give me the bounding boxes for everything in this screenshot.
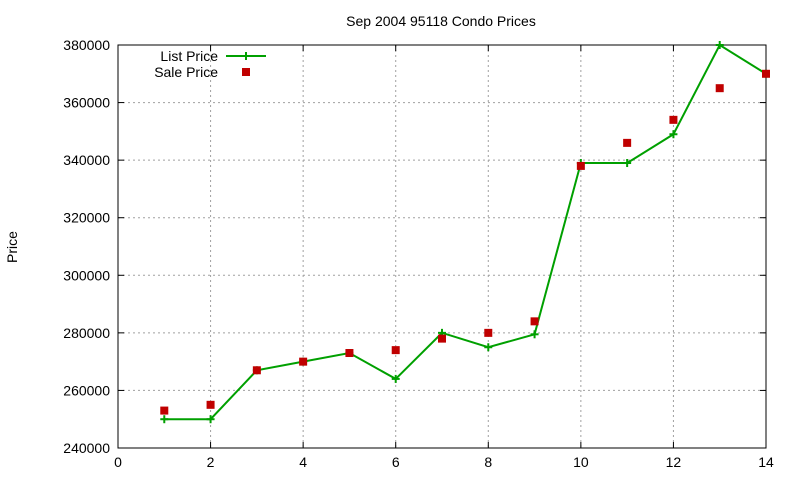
data-point-square xyxy=(252,366,261,375)
data-point-square xyxy=(623,138,632,147)
y-tick-label: 240000 xyxy=(63,440,110,456)
x-tick-label: 12 xyxy=(666,454,682,470)
data-point-plus xyxy=(715,41,724,49)
series-sale-price xyxy=(160,69,770,415)
data-point-plus xyxy=(530,330,539,339)
x-tick-label: 8 xyxy=(484,454,492,470)
data-point-plus xyxy=(206,415,215,424)
data-point-square xyxy=(484,328,493,337)
legend-marker-square xyxy=(242,68,250,76)
data-point-plus xyxy=(623,159,632,168)
data-point-square xyxy=(669,115,678,124)
x-tick-label: 4 xyxy=(299,454,307,470)
data-point-square xyxy=(206,400,215,409)
chart-title: Sep 2004 95118 Condo Prices xyxy=(346,13,536,29)
y-tick-label: 380000 xyxy=(63,37,110,53)
series-layer xyxy=(160,41,770,424)
data-point-square xyxy=(438,334,446,343)
y-tick-label: 320000 xyxy=(63,210,110,226)
plot-border xyxy=(117,44,767,449)
data-point-square xyxy=(715,84,724,93)
data-point-square xyxy=(299,357,308,366)
y-axis-label: Price xyxy=(4,231,20,263)
data-point-plus xyxy=(484,343,493,352)
legend-entry: List Price xyxy=(160,48,266,64)
data-point-plus xyxy=(391,374,400,383)
data-point-square xyxy=(576,161,585,170)
data-point-plus xyxy=(160,415,169,424)
data-point-square xyxy=(160,406,169,415)
y-tick-label: 260000 xyxy=(63,382,110,398)
data-point-square xyxy=(762,69,770,78)
x-tick-label: 6 xyxy=(392,454,400,470)
data-point-plus xyxy=(669,130,678,139)
x-tick-label: 10 xyxy=(573,454,589,470)
y-tick-label: 300000 xyxy=(63,267,110,283)
x-tick-label: 14 xyxy=(758,454,774,470)
tick-labels: 0 2 4 6 8 10 12 14 240000 260000 280000 300000 32000… xyxy=(63,37,774,470)
legend-label: Sale Price xyxy=(154,64,218,80)
data-point-square xyxy=(530,317,539,326)
data-point-square xyxy=(391,346,400,355)
data-point-square xyxy=(345,349,354,358)
series-list-price xyxy=(160,41,770,424)
x-tick-label: 0 xyxy=(114,454,122,470)
legend-entry: Sale Price xyxy=(154,64,250,80)
legend-label: List Price xyxy=(160,48,218,64)
series-line xyxy=(164,43,767,421)
grid xyxy=(118,45,766,448)
x-tick-label: 2 xyxy=(207,454,215,470)
y-tick-label: 360000 xyxy=(63,95,110,111)
axes xyxy=(117,44,767,449)
y-tick-label: 280000 xyxy=(63,325,110,341)
y-tick-label: 340000 xyxy=(63,152,110,168)
